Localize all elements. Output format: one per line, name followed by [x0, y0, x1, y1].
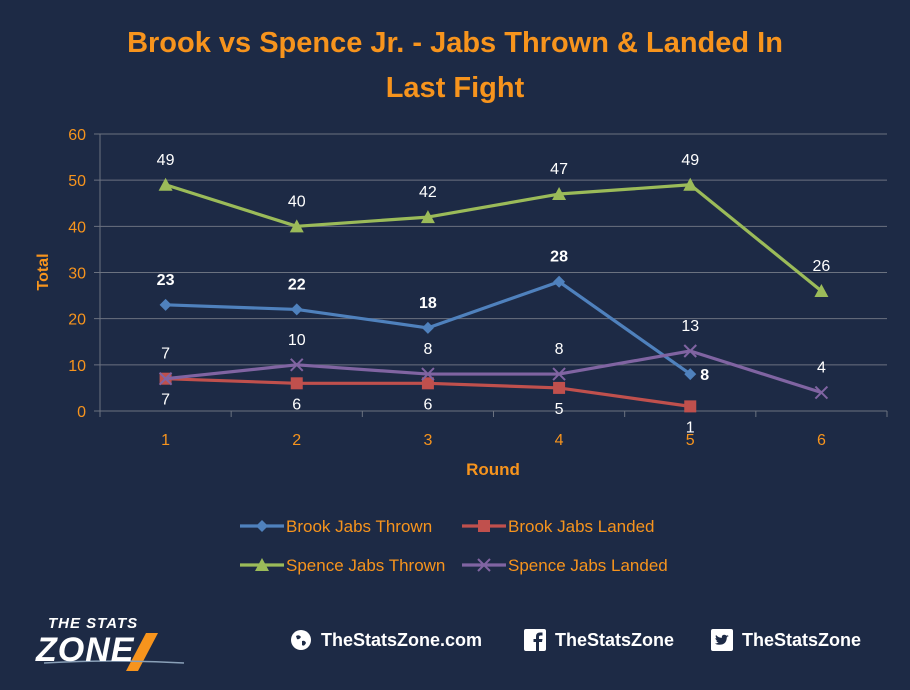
legend-label: Spence Jabs Landed	[508, 556, 668, 575]
y-axis-title: Total	[35, 253, 52, 290]
data-label: 26	[813, 258, 831, 275]
data-label: 7	[161, 346, 170, 363]
data-label: 8	[555, 341, 564, 358]
data-point	[290, 377, 303, 390]
facebook-text: TheStatsZone	[555, 629, 675, 650]
data-point	[421, 367, 435, 381]
data-label: 1	[686, 419, 695, 436]
data-point	[420, 210, 435, 224]
website-link[interactable]: TheStatsZone.com	[290, 629, 482, 651]
x-tick-label: 5	[686, 432, 695, 449]
data-label: 6	[292, 396, 301, 413]
data-point	[552, 187, 567, 201]
data-point	[158, 177, 173, 191]
y-tick-label: 50	[68, 173, 86, 190]
legend-label: Brook Jabs Thrown	[286, 517, 432, 536]
data-label: 18	[419, 295, 437, 312]
data-point	[553, 381, 566, 394]
facebook-link[interactable]: TheStatsZone	[524, 629, 674, 651]
legend-item: Brook Jabs Landed	[462, 517, 655, 536]
x-tick-label: 6	[817, 432, 826, 449]
gridlines	[94, 133, 887, 412]
x-axis-title: Round	[466, 460, 520, 479]
legend-marker	[477, 558, 491, 572]
data-point	[159, 298, 172, 311]
data-label: 47	[550, 161, 568, 178]
data-point	[683, 177, 698, 191]
chart-title-line-1: Brook vs Spence Jr. - Jabs Thrown & Land…	[127, 27, 783, 59]
data-label: 8	[700, 367, 709, 384]
twitter-text: TheStatsZone	[742, 629, 862, 650]
data-point	[289, 219, 304, 233]
legend-item: Brook Jabs Thrown	[240, 517, 432, 536]
twitter-icon	[711, 629, 733, 651]
data-labels: 23 22 18 28 8 7 6 6 5 1 49 40 42 47 49 26 7 10 8 8 13 4	[157, 152, 831, 437]
series-line	[165, 183, 823, 293]
data-label: 28	[550, 249, 568, 266]
twitter-link[interactable]: TheStatsZone	[711, 629, 861, 651]
data-point	[552, 367, 566, 381]
data-point	[290, 303, 303, 316]
footer: THE STATS ZONE TheStatsZone.com TheStats…	[0, 605, 910, 675]
data-point	[290, 358, 304, 372]
data-point	[684, 368, 697, 381]
y-tick-label: 30	[68, 266, 86, 283]
data-label: 6	[423, 396, 432, 413]
x-tick-label: 3	[423, 432, 432, 449]
data-label: 7	[161, 392, 170, 409]
data-label: 42	[419, 184, 437, 201]
x-tick-label: 2	[292, 432, 301, 449]
series-lines	[158, 177, 829, 413]
data-label: 49	[157, 152, 175, 169]
data-point	[421, 377, 434, 390]
legend-label: Brook Jabs Landed	[508, 517, 655, 536]
x-tick-label: 4	[555, 432, 564, 449]
legend-label: Spence Jabs Thrown	[286, 556, 445, 575]
chart-title-line-2: Last Fight	[386, 72, 525, 104]
series-line	[165, 349, 822, 395]
data-label: 49	[681, 152, 699, 169]
data-point	[814, 385, 829, 400]
stats-zone-logo: THE STATS ZONE	[34, 613, 194, 673]
y-tick-label: 40	[68, 219, 86, 236]
data-label: 10	[288, 332, 306, 349]
y-tick-label: 60	[68, 127, 86, 144]
logo-text-top: THE STATS	[48, 615, 139, 632]
data-label: 22	[288, 276, 306, 293]
data-label: 13	[681, 318, 699, 335]
data-point	[421, 321, 434, 334]
legend-item: Spence Jabs Landed	[462, 556, 668, 575]
globe-icon	[291, 630, 311, 650]
website-text: TheStatsZone.com	[321, 629, 483, 650]
legend: Brook Jabs Thrown Brook Jabs Landed Spence…	[240, 517, 668, 575]
data-label: 23	[157, 272, 175, 289]
y-tick-label: 10	[68, 358, 86, 375]
y-tick-label: 20	[68, 312, 86, 329]
data-point	[158, 371, 173, 386]
legend-marker	[255, 558, 269, 571]
data-point	[683, 344, 697, 358]
y-tick-label: 0	[77, 404, 86, 421]
legend-marker	[256, 520, 268, 532]
legend-marker	[478, 520, 490, 532]
facebook-icon	[524, 629, 546, 651]
data-label: 40	[288, 193, 306, 210]
logo-swoosh-icon	[43, 633, 185, 671]
x-tick-label: 1	[161, 432, 170, 449]
data-point	[553, 275, 566, 288]
data-point	[814, 283, 829, 297]
logo-text-bottom: ZONE	[36, 631, 135, 669]
chart: Brook vs Spence Jr. - Jabs Thrown & Land…	[35, 27, 888, 575]
data-label: 4	[817, 360, 826, 377]
legend-item: Spence Jabs Thrown	[240, 556, 445, 575]
data-label: 5	[555, 401, 564, 418]
data-point	[684, 400, 697, 413]
data-label: 8	[423, 341, 432, 358]
